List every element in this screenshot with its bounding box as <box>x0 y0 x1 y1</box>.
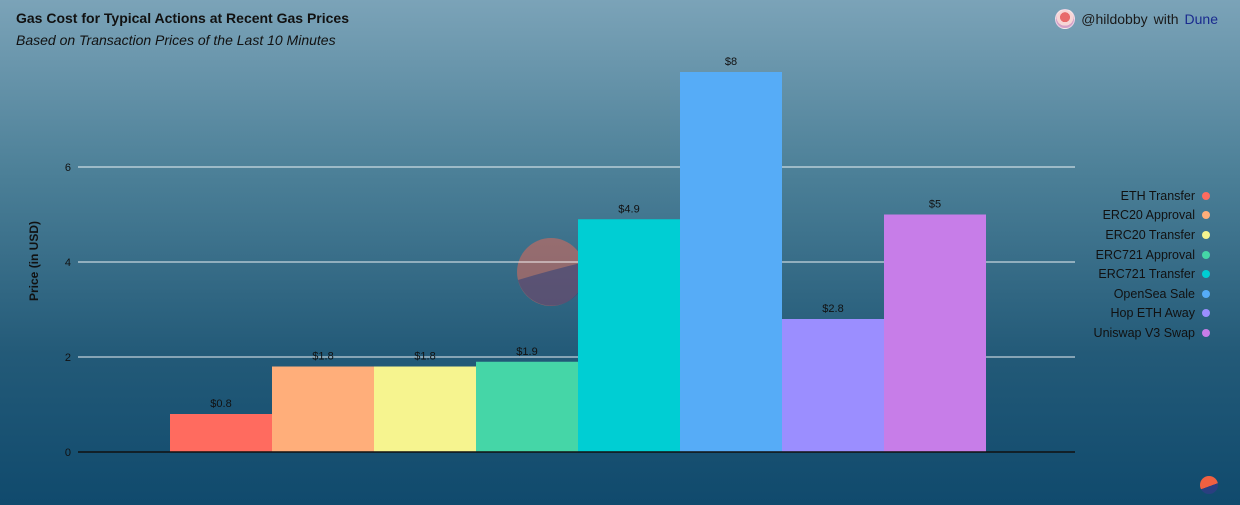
author-credit: @hildobby with Dune <box>1055 9 1218 29</box>
legend-label: OpenSea Sale <box>1113 286 1195 301</box>
legend-item[interactable]: Uniswap V3 Swap <box>1060 323 1210 343</box>
legend-label: ERC721 Transfer <box>1098 267 1195 282</box>
legend-dot-icon <box>1202 289 1210 298</box>
legend-label: Uniswap V3 Swap <box>1093 325 1195 340</box>
y-tick-label: 2 <box>65 352 71 364</box>
legend-dot-icon <box>1202 328 1210 337</box>
legend-label: ERC20 Transfer <box>1105 227 1195 242</box>
legend-label: ERC721 Approval <box>1095 247 1195 262</box>
y-tick-label: 4 <box>65 257 71 269</box>
legend-item[interactable]: OpenSea Sale <box>1060 284 1210 304</box>
data-label: $2.8 <box>822 303 843 315</box>
chart-legend: ETH Transfer ERC20 Approval ERC20 Transfer… <box>1060 186 1210 343</box>
bar-erc721-transfer[interactable] <box>578 219 680 452</box>
data-label: $0.8 <box>210 398 231 410</box>
data-label: $1.9 <box>516 346 537 358</box>
legend-label: ERC20 Approval <box>1102 208 1195 223</box>
legend-dot-icon <box>1202 309 1210 318</box>
legend-label: Hop ETH Away <box>1110 306 1195 321</box>
bar-eth-transfer[interactable] <box>170 414 272 452</box>
data-label: $1.8 <box>414 351 435 363</box>
legend-item[interactable]: Hop ETH Away <box>1060 304 1210 324</box>
dune-logo-icon[interactable] <box>1200 476 1218 494</box>
bar-erc20-approval[interactable] <box>272 366 374 453</box>
bar-opensea-sale[interactable] <box>680 72 782 452</box>
legend-label: ETH Transfer <box>1120 188 1195 203</box>
chart-subtitle: Based on Transaction Prices of the Last … <box>16 32 336 48</box>
legend-item[interactable]: ETH Transfer <box>1060 186 1210 206</box>
chart-title: Gas Cost for Typical Actions at Recent G… <box>16 10 349 26</box>
data-label: $5 <box>929 199 941 211</box>
legend-dot-icon <box>1202 191 1210 200</box>
legend-item[interactable]: ERC721 Approval <box>1060 245 1210 265</box>
data-label: $8 <box>725 56 737 68</box>
legend-item[interactable]: ERC20 Transfer <box>1060 225 1210 245</box>
with-text: with <box>1153 11 1179 27</box>
legend-dot-icon <box>1202 211 1210 220</box>
bar-uniswap-v3-swap[interactable] <box>884 214 986 453</box>
bar-erc721-approval[interactable] <box>476 361 578 452</box>
watermark-logo-shade <box>518 262 587 306</box>
data-label: $4.9 <box>618 203 639 215</box>
legend-item[interactable]: ERC20 Approval <box>1060 206 1210 226</box>
bar-hop-eth-away[interactable] <box>782 319 884 452</box>
data-label: $1.8 <box>312 351 333 363</box>
avatar <box>1055 9 1076 29</box>
y-axis-label: Price (in USD) <box>27 221 41 301</box>
author-link[interactable]: @hildobby <box>1081 11 1148 27</box>
y-tick-label: 0 <box>65 447 71 459</box>
legend-dot-icon <box>1202 250 1210 259</box>
y-tick-label: 6 <box>65 162 71 174</box>
legend-dot-icon <box>1202 270 1210 279</box>
legend-item[interactable]: ERC721 Transfer <box>1060 264 1210 284</box>
dune-link[interactable]: Dune <box>1184 11 1218 27</box>
legend-dot-icon <box>1202 230 1210 239</box>
bar-erc20-transfer[interactable] <box>374 366 476 453</box>
